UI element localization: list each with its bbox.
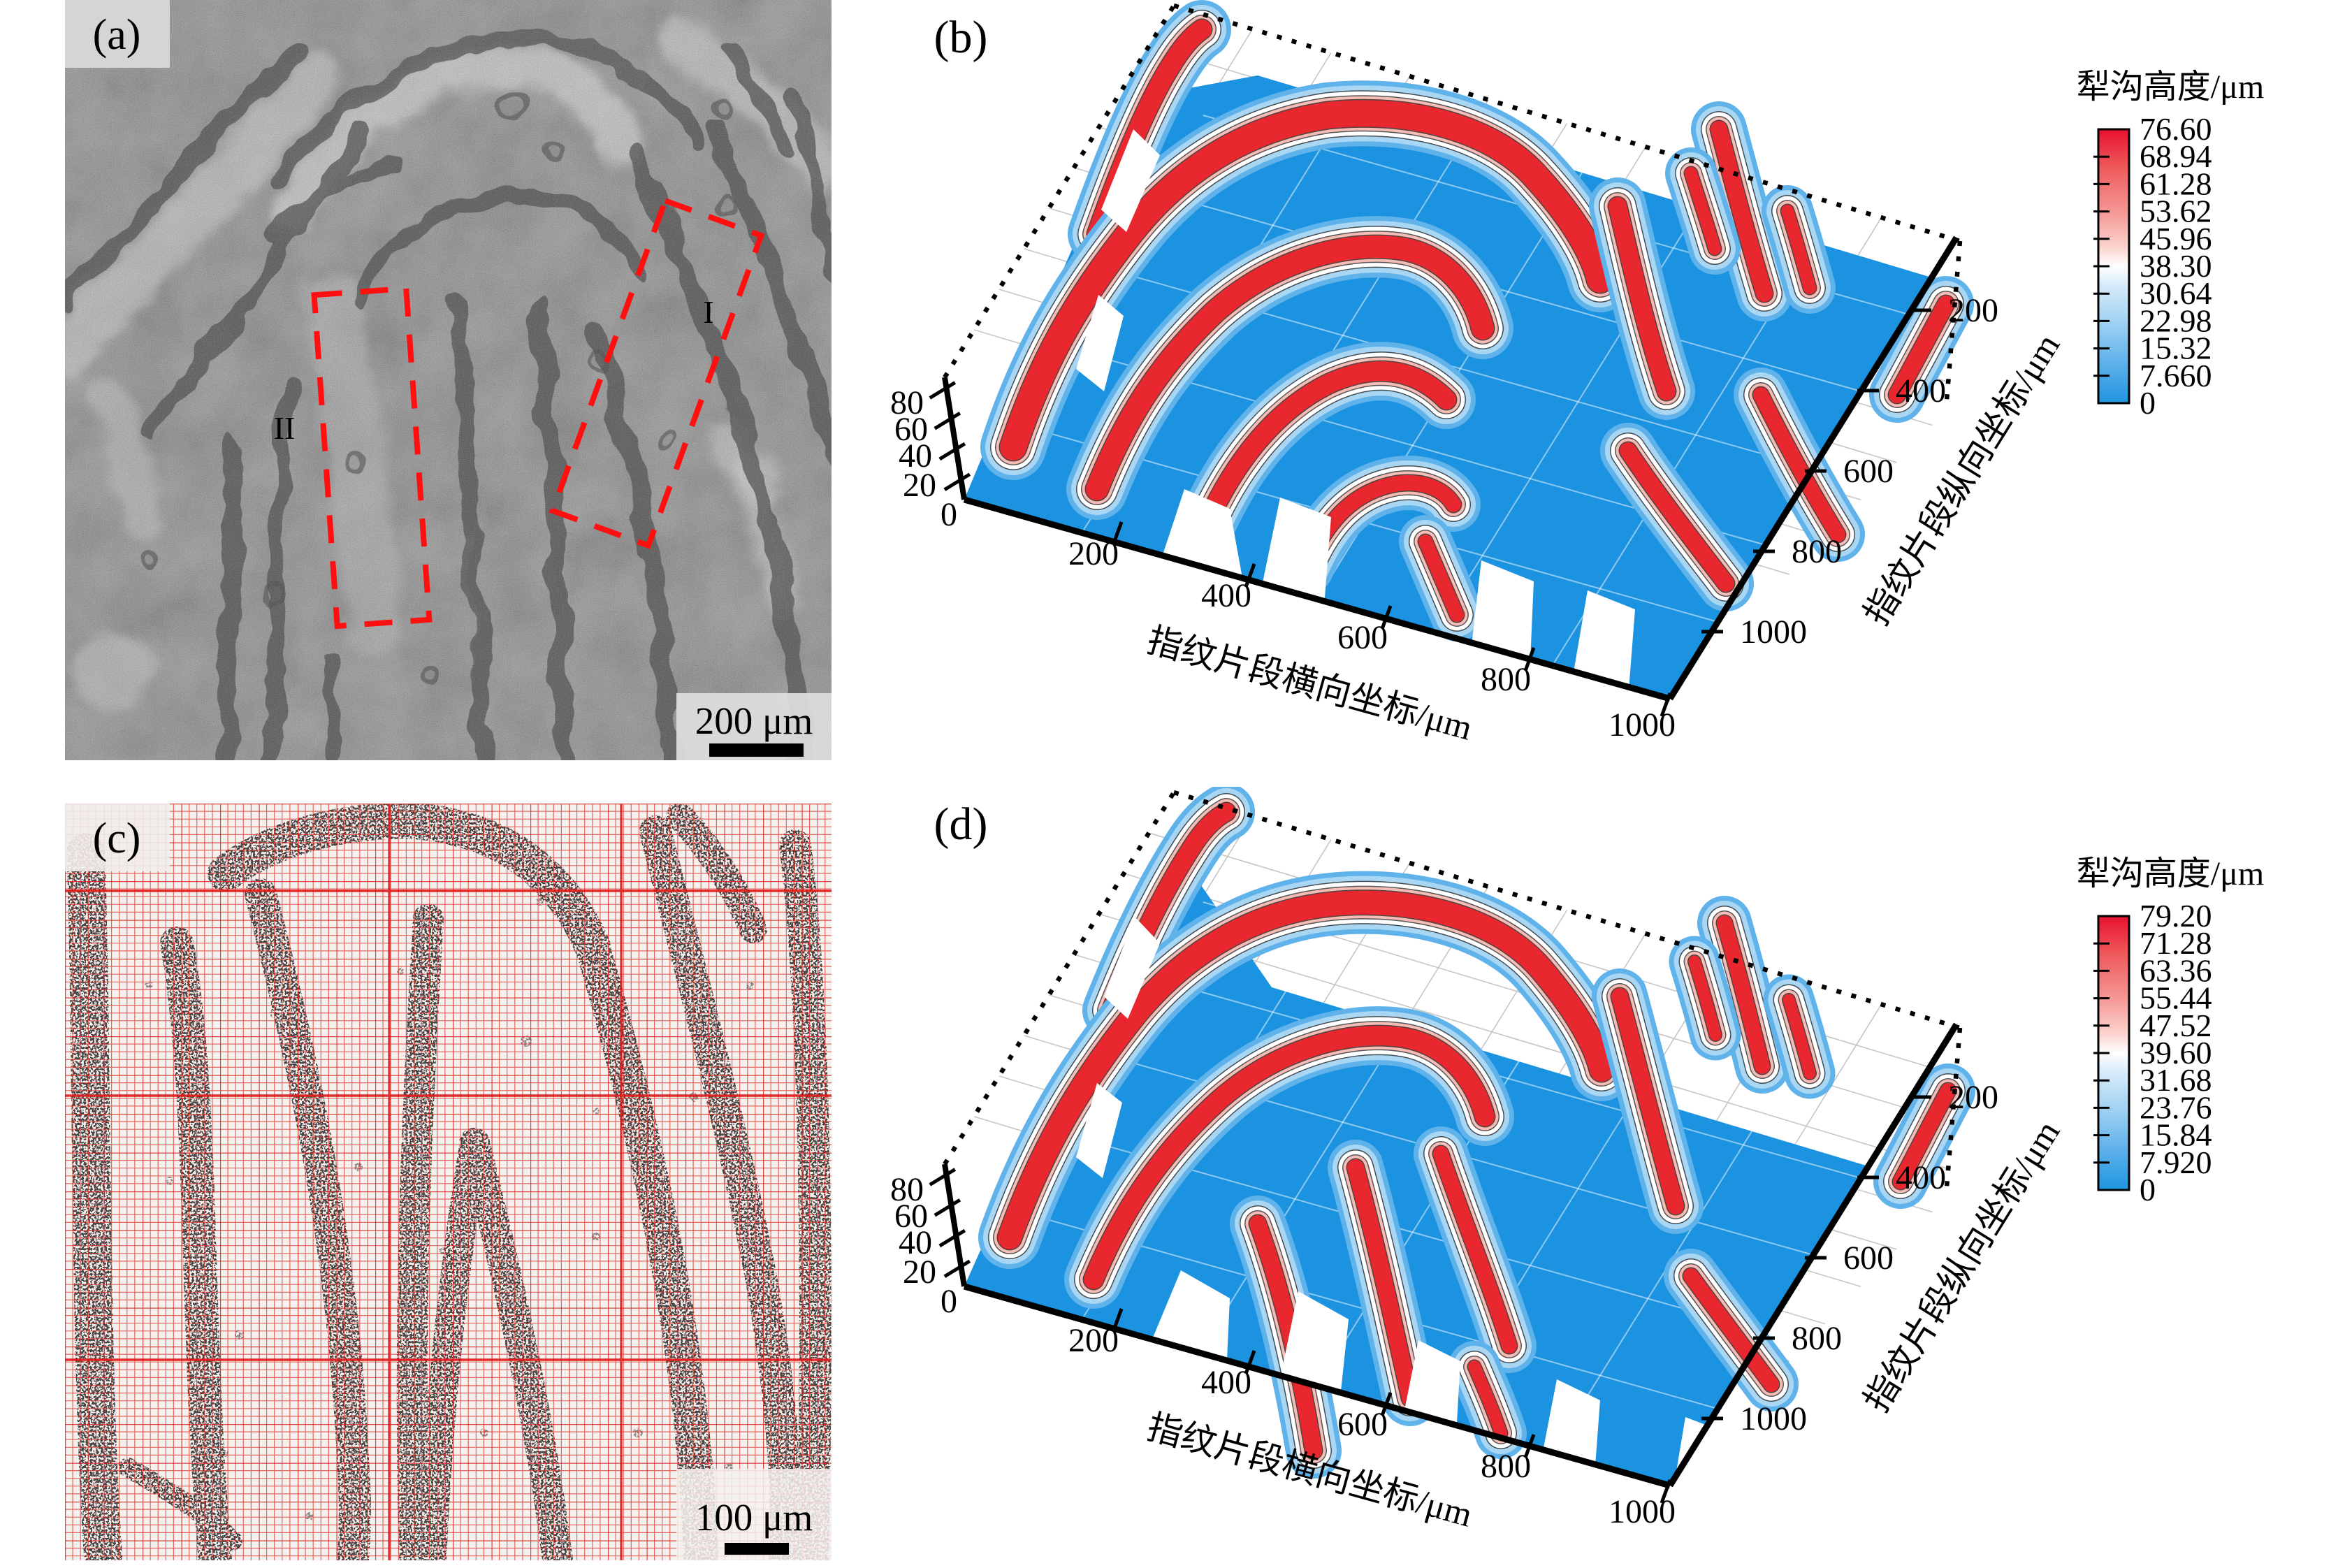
colorbar-tick-label: 38.30: [2140, 248, 2212, 284]
panel-letter: (b): [934, 12, 988, 63]
scale-bar-c-line: [725, 1543, 789, 1555]
z-tick-label: 20: [903, 467, 936, 504]
axes: [929, 235, 1959, 717]
colorbar-tick-label: 0: [2140, 1172, 2156, 1207]
y-tick-label: 600: [1843, 453, 1894, 490]
x-tick-label: 600: [1337, 1406, 1388, 1443]
x-tick-label: 400: [1201, 1364, 1251, 1401]
z-tick-label: 80: [890, 384, 924, 421]
x-tick-label: 1000: [1609, 1493, 1676, 1530]
z-tick-label: 0: [941, 1283, 957, 1320]
scale-bar-c: 100 μm: [676, 1469, 832, 1560]
y-axis-line: [1667, 1022, 1959, 1488]
y-tick-label: 1000: [1740, 1400, 1807, 1437]
colorbar-tick-label: 76.60: [2140, 111, 2212, 147]
colorbar-tick-label: 7.660: [2140, 358, 2212, 393]
y-tick-label: 800: [1792, 533, 1842, 570]
z-tick-label: 0: [941, 496, 957, 533]
colorbar-title: 犁沟高度/μm: [2077, 855, 2264, 892]
x-tick-label: 800: [1481, 1448, 1531, 1485]
colorbar-tick-label: 0: [2140, 385, 2156, 421]
colorbar-tick-label: 22.98: [2140, 303, 2212, 338]
z-tick-label: 40: [899, 437, 932, 474]
y-axis-line: [1667, 235, 1959, 701]
scale-bar-a-line: [709, 743, 804, 757]
y-tick-label: 400: [1896, 1159, 1946, 1196]
dotted-box-edges: [943, 790, 1963, 1196]
x-axis-line: [963, 496, 1671, 702]
z-tick-label: 60: [894, 1198, 928, 1235]
x-tick-label: 600: [1337, 619, 1388, 656]
colorbar-tick-label: 23.76: [2140, 1089, 2212, 1125]
colorbar: 犁沟高度/μm 76.6068.9461.2853.6245.9638.3030.…: [2077, 68, 2264, 421]
surface-plot-b: 2004006008001000200400600800100002040608…: [890, 0, 2264, 748]
colorbar-tick-label: 61.28: [2140, 166, 2212, 201]
panel-a-label: (a): [93, 11, 141, 59]
y-tick-label: 800: [1792, 1320, 1842, 1357]
region-label-ii: II: [274, 410, 296, 446]
panel-a-label-patch: [65, 0, 170, 68]
panel-letter: (d): [934, 799, 988, 850]
region-box-ii: [311, 285, 433, 630]
colorbar-tick-label: 79.20: [2140, 898, 2212, 934]
colorbar-tick-label: 47.52: [2140, 1008, 2212, 1043]
axes: [929, 1022, 1959, 1504]
colorbar-tick-label: 15.32: [2140, 331, 2212, 366]
colorbar-tick-label: 55.44: [2140, 980, 2212, 1016]
x-tick-label: 1000: [1609, 706, 1676, 743]
panel-c-label-patch: [65, 804, 170, 871]
region-box-i: [549, 197, 765, 549]
x-tick-label: 200: [1068, 1322, 1119, 1359]
colorbar-tick-label: 68.94: [2140, 138, 2212, 174]
colorbar-tick-label: 53.62: [2140, 194, 2212, 229]
x-axis-title: 指纹片段横向坐标/μm: [1143, 620, 1476, 748]
surface-plot-d: 2004006008001000200400600800100002040608…: [890, 787, 2264, 1534]
x-tick-label: 200: [1068, 535, 1119, 572]
grid-major-lines: [65, 804, 832, 1560]
colorbar-tick-label: 39.60: [2140, 1035, 2212, 1070]
colorbar-tick-label: 71.28: [2140, 925, 2212, 961]
x-tick-label: 800: [1481, 661, 1531, 698]
surface-ridges: [980, 0, 1974, 641]
colorbar: 犁沟高度/μm 79.2071.2863.3655.4447.5239.6031.…: [2077, 855, 2264, 1207]
panel-c-label: (c): [93, 815, 141, 862]
measurement-grid-overlay: [65, 804, 832, 1560]
z-tick-label: 20: [903, 1254, 936, 1291]
y-tick-label: 600: [1843, 1240, 1894, 1277]
surface-ridges: [978, 787, 1975, 1479]
x-tick-label: 400: [1201, 577, 1251, 614]
colorbar-tick-label: 31.68: [2140, 1062, 2212, 1098]
colorbar-title: 犁沟高度/μm: [2077, 68, 2264, 106]
z-tick-label: 40: [899, 1224, 932, 1261]
scale-bar-c-text: 100 μm: [695, 1496, 813, 1539]
colorbar-tick-label: 63.36: [2140, 952, 2212, 988]
z-tick-label: 60: [894, 411, 928, 448]
scale-bar-a-text: 200 μm: [695, 699, 813, 742]
z-tick-label: 80: [890, 1171, 924, 1208]
colorbar-tick-label: 30.64: [2140, 275, 2212, 311]
region-label-i: I: [703, 294, 713, 330]
y-tick-label: 200: [1948, 1079, 1998, 1116]
colorbar-tick-label: 7.920: [2140, 1145, 2212, 1180]
x-axis-line: [963, 1283, 1671, 1489]
colorbar-tick-label: 15.84: [2140, 1117, 2212, 1153]
panel-a-micrograph: II I (a) 200 μm: [65, 0, 832, 760]
panel-c-micrograph: (c) 100 μm: [65, 804, 832, 1560]
y-tick-label: 200: [1948, 292, 1998, 329]
y-tick-label: 400: [1896, 372, 1946, 409]
dotted-box-edges: [943, 3, 1963, 409]
colorbar-tick-label: 45.96: [2140, 221, 2212, 256]
scale-bar-a: 200 μm: [676, 693, 832, 760]
y-tick-label: 1000: [1740, 614, 1807, 651]
